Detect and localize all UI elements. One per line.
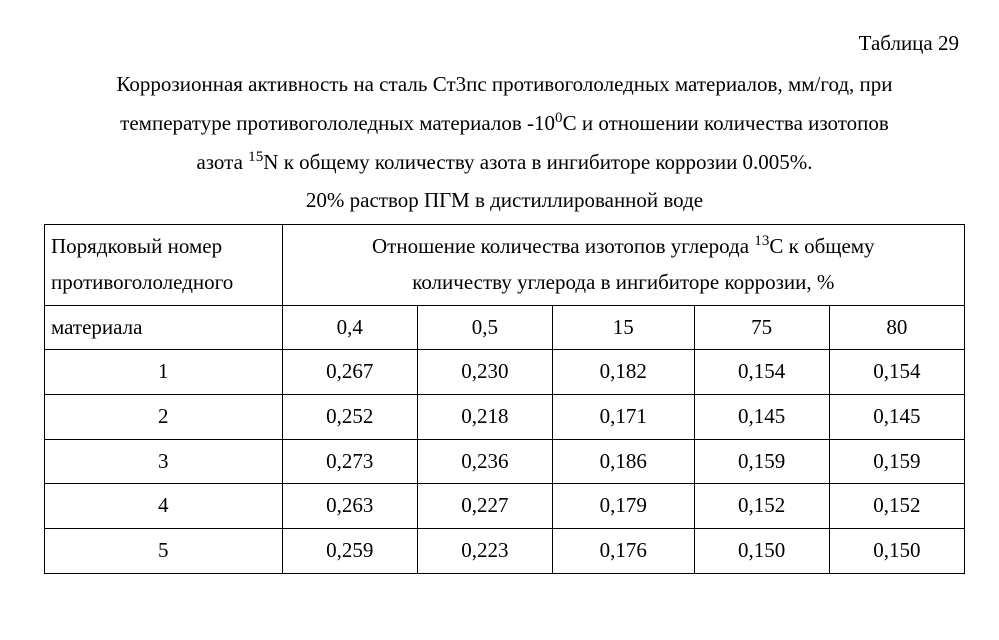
data-table: Порядковый номер противогололедного Отно… xyxy=(44,224,965,574)
cell-value: 0,227 xyxy=(417,484,552,529)
cell-value: 0,159 xyxy=(829,439,964,484)
row-number: 5 xyxy=(45,529,283,574)
cell-value: 0,171 xyxy=(553,394,695,439)
caption-line-4: 20% раствор ПГМ в дистиллированной воде xyxy=(44,181,965,220)
table-caption: Коррозионная активность на сталь Ст3пс п… xyxy=(44,65,965,220)
table-row: 1 0,267 0,230 0,182 0,154 0,154 xyxy=(45,350,965,395)
cell-value: 0,252 xyxy=(282,394,417,439)
cell-value: 0,230 xyxy=(417,350,552,395)
table-row: 2 0,252 0,218 0,171 0,145 0,145 xyxy=(45,394,965,439)
row-header-label-bottom: материала xyxy=(45,305,283,350)
cell-value: 0,236 xyxy=(417,439,552,484)
row-number: 4 xyxy=(45,484,283,529)
cell-value: 0,259 xyxy=(282,529,417,574)
caption-line-2a: температуре противогололедных материалов… xyxy=(120,111,555,135)
caption-line-1: Коррозионная активность на сталь Ст3пс п… xyxy=(44,65,965,104)
cell-value: 0,263 xyxy=(282,484,417,529)
table-number: Таблица 29 xyxy=(44,24,965,63)
col-header-4: 80 xyxy=(829,305,964,350)
table-row: 3 0,273 0,236 0,186 0,159 0,159 xyxy=(45,439,965,484)
cell-value: 0,179 xyxy=(553,484,695,529)
col-header-0: 0,4 xyxy=(282,305,417,350)
col-header-3: 75 xyxy=(694,305,829,350)
cell-value: 0,152 xyxy=(829,484,964,529)
page: Таблица 29 Коррозионная активность на ст… xyxy=(0,0,999,640)
cell-value: 0,152 xyxy=(694,484,829,529)
cell-value: 0,218 xyxy=(417,394,552,439)
isotope-c-superscript: 13 xyxy=(754,233,769,249)
column-group-header-a: Отношение количества изотопов углерода xyxy=(372,234,754,258)
cell-value: 0,267 xyxy=(282,350,417,395)
cell-value: 0,273 xyxy=(282,439,417,484)
row-number: 1 xyxy=(45,350,283,395)
column-group-header-b: С к общему xyxy=(769,234,874,258)
caption-line-3a: азота xyxy=(196,150,248,174)
caption-line-2: температуре противогололедных материалов… xyxy=(44,104,965,143)
col-header-2: 15 xyxy=(553,305,695,350)
col-header-1: 0,5 xyxy=(417,305,552,350)
table-row: 4 0,263 0,227 0,179 0,152 0,152 xyxy=(45,484,965,529)
row-number: 3 xyxy=(45,439,283,484)
table-header-row-2: материала 0,4 0,5 15 75 80 xyxy=(45,305,965,350)
table-row: 5 0,259 0,223 0,176 0,150 0,150 xyxy=(45,529,965,574)
cell-value: 0,223 xyxy=(417,529,552,574)
degree-superscript: 0 xyxy=(555,110,563,126)
caption-line-3: азота 15N к общему количеству азота в ин… xyxy=(44,143,965,182)
cell-value: 0,159 xyxy=(694,439,829,484)
row-header-label-top: Порядковый номер противогололедного xyxy=(45,225,283,305)
cell-value: 0,150 xyxy=(694,529,829,574)
cell-value: 0,145 xyxy=(829,394,964,439)
caption-line-3b: N к общему количеству азота в ингибиторе… xyxy=(263,150,812,174)
cell-value: 0,186 xyxy=(553,439,695,484)
cell-value: 0,145 xyxy=(694,394,829,439)
row-number: 2 xyxy=(45,394,283,439)
column-group-header-line2: количеству углерода в ингибиторе коррози… xyxy=(412,270,834,294)
column-group-header: Отношение количества изотопов углерода 1… xyxy=(282,225,964,305)
table-header-row-1: Порядковый номер противогололедного Отно… xyxy=(45,225,965,305)
cell-value: 0,176 xyxy=(553,529,695,574)
cell-value: 0,154 xyxy=(694,350,829,395)
cell-value: 0,150 xyxy=(829,529,964,574)
cell-value: 0,154 xyxy=(829,350,964,395)
isotope-n-superscript: 15 xyxy=(248,149,263,165)
caption-line-2b: С и отношении количества изотопов xyxy=(563,111,889,135)
cell-value: 0,182 xyxy=(553,350,695,395)
